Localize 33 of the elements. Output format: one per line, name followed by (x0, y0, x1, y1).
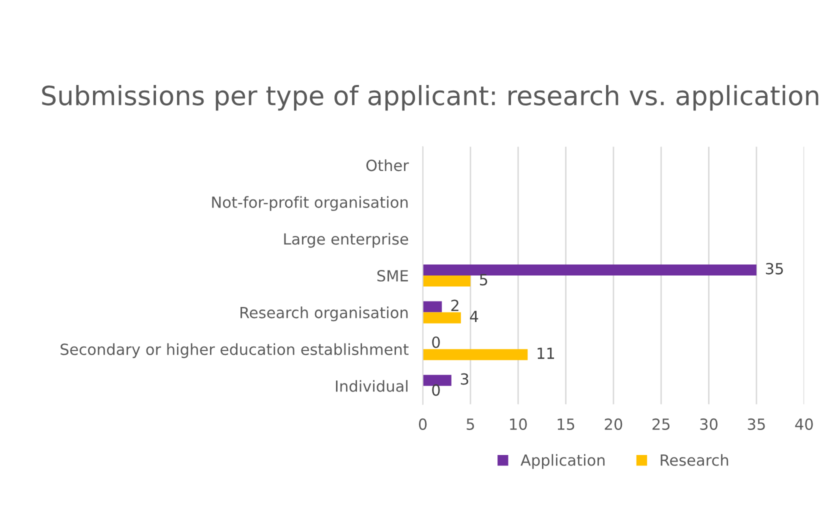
x-tick-label: 0 (418, 418, 427, 430)
x-tick-label: 25 (652, 418, 670, 430)
x-tick-label: 40 (795, 418, 813, 430)
y-tick-label: SME (377, 270, 408, 282)
bar (422, 374, 452, 386)
chart-title: Submissions per type of applicant: research vs. application (42, 85, 818, 111)
data-label: 0 (432, 384, 440, 396)
data-label: 2 (451, 300, 458, 312)
bar (422, 349, 528, 360)
legend-label: Research (660, 454, 728, 466)
data-label: 3 (460, 373, 468, 385)
x-tick-label: 15 (558, 418, 574, 430)
data-label: 5 (480, 274, 488, 286)
bar (422, 301, 442, 312)
x-tick-label: 30 (700, 418, 718, 430)
bar (422, 312, 461, 324)
y-tick-label: Individual (336, 380, 408, 392)
y-tick-label: Not-for-profit organisation (212, 196, 408, 211)
data-label: 11 (538, 348, 554, 359)
y-tick-label: Secondary or higher education establishment (60, 343, 409, 358)
x-tick-label: 20 (604, 418, 622, 430)
data-label: 0 (432, 336, 440, 348)
bar (422, 276, 470, 287)
y-tick-label: Large enterprise (284, 232, 408, 248)
y-tick-label: Other (366, 159, 409, 172)
x-tick-label: 5 (466, 418, 474, 430)
data-label: 4 (470, 310, 478, 322)
legend-label: Application (520, 454, 605, 469)
data-label: 35 (766, 262, 783, 274)
bar (422, 264, 756, 276)
y-tick-label: Research organisation (240, 306, 408, 322)
x-tick-label: 35 (748, 418, 765, 430)
x-tick-label: 10 (510, 418, 527, 430)
